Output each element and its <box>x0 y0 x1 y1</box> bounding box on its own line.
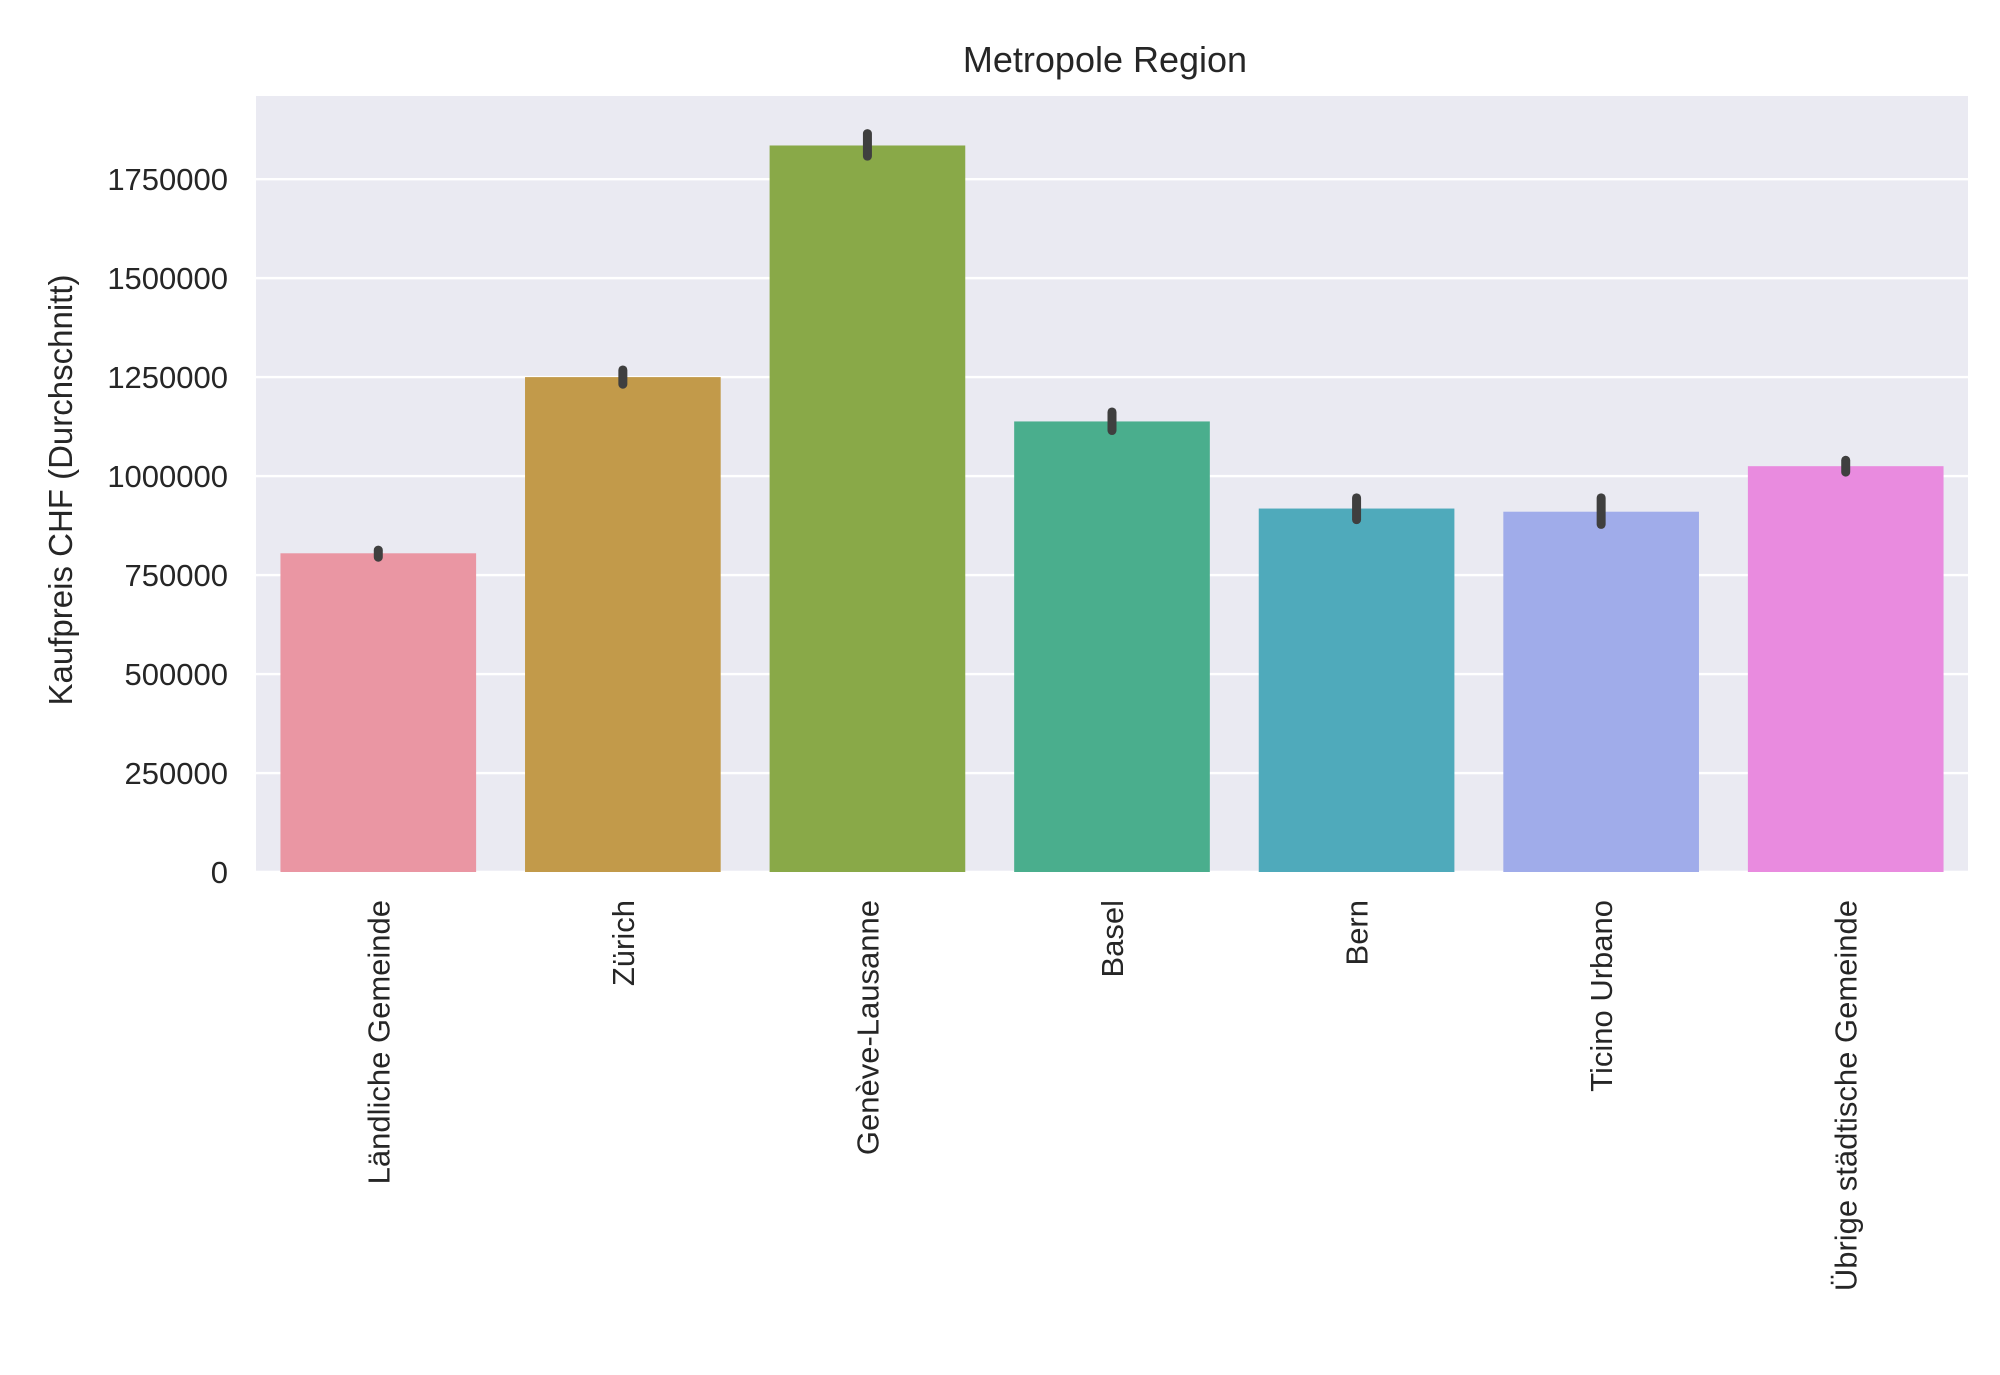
error-bars <box>373 129 1851 562</box>
bar <box>1258 508 1455 872</box>
x-tick-label: Bern <box>1340 900 1375 965</box>
bars <box>280 145 1944 872</box>
y-tick-label: 250000 <box>125 756 228 791</box>
bar <box>280 553 477 872</box>
y-tick-label: 1250000 <box>107 360 228 395</box>
x-tick-label: Basel <box>1095 900 1130 978</box>
bar <box>769 145 966 872</box>
y-tick-label: 1000000 <box>107 459 228 494</box>
x-axis-ticks: Ländliche Gemeinde Zürich Genève-Lausanne B… <box>361 900 1863 1291</box>
x-tick-label: Ländliche Gemeinde <box>361 900 396 1184</box>
y-tick-label: 0 <box>211 855 228 890</box>
chart-title: Metropole Region <box>963 39 1247 80</box>
bar <box>525 377 721 872</box>
y-tick-label: 500000 <box>125 657 228 692</box>
y-axis-label: Kaufpreis CHF (Durchschnitt) <box>42 275 79 706</box>
y-tick-label: 1750000 <box>107 162 228 197</box>
y-axis-ticks: 0 250000 500000 750000 1000000 1250000 1500000… <box>107 162 228 890</box>
y-tick-label: 750000 <box>125 558 228 593</box>
bar <box>1747 466 1944 872</box>
bar <box>1503 511 1699 872</box>
x-tick-label: Übrige städtische Gemeinde <box>1829 900 1864 1291</box>
x-tick-label: Genève-Lausanne <box>850 900 885 1155</box>
x-tick-label: Ticino Urbano <box>1584 900 1619 1092</box>
y-tick-label: 1500000 <box>107 261 228 296</box>
bar <box>1014 421 1210 872</box>
x-tick-label: Zürich <box>606 900 641 986</box>
